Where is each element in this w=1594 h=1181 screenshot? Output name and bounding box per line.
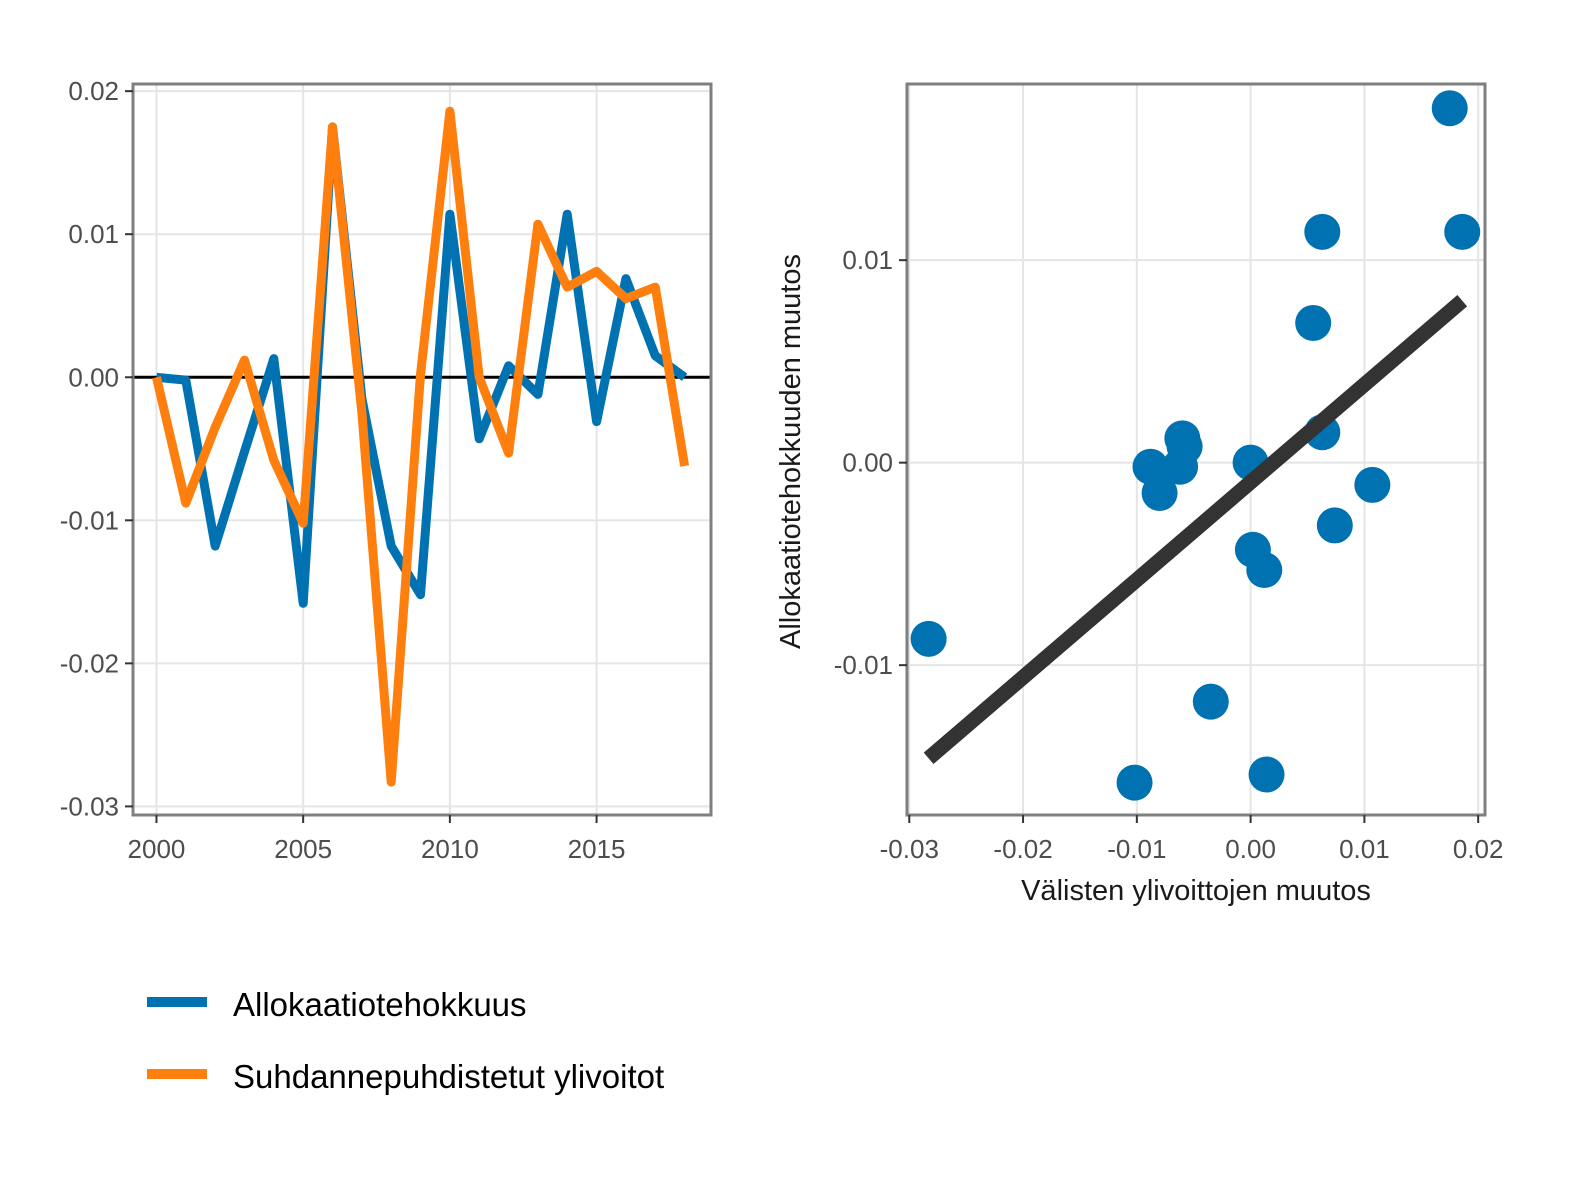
scatter-point [1116, 764, 1153, 801]
y-tick-label: -0.02 [60, 648, 119, 678]
legend-item-suhdannepuhdistetut-ylivoitot: Suhdannepuhdistetut ylivoitot [147, 1058, 664, 1095]
time-series-y-axis: -0.03 -0.02 -0.01 0.00 0.01 0.02 [60, 76, 133, 821]
scatter-x-axis-title: Välisten ylivoittojen muutos [1021, 875, 1371, 907]
y-tick-label: 0.00 [842, 448, 893, 478]
scatter-point [1316, 507, 1353, 544]
scatter-point [1431, 90, 1468, 127]
x-tick-label: 2015 [568, 834, 626, 864]
y-tick-label: 0.01 [842, 245, 893, 275]
y-tick-label: 0.02 [68, 76, 119, 106]
x-tick-label: -0.02 [993, 834, 1052, 864]
x-tick-label: 2005 [274, 834, 332, 864]
legend-label-allokaatiotehokkuus: Allokaatiotehokkuus [233, 986, 527, 1023]
scatter-y-axis-title: Allokaatiotehokkuuden muutos [775, 254, 807, 649]
x-tick-label: 0.00 [1225, 834, 1276, 864]
scatter-point [1141, 475, 1178, 512]
scatter-panel: -0.03 -0.02 -0.01 0.00 0.01 0.02 -0.01 0.00 0.0… [775, 82, 1504, 907]
x-tick-label: 0.02 [1453, 834, 1504, 864]
x-tick-label: -0.03 [880, 834, 939, 864]
y-tick-label: -0.01 [834, 650, 893, 680]
legend-item-allokaatiotehokkuus: Allokaatiotehokkuus [147, 986, 527, 1023]
series-line-suhdannepuhdistetut-ylivoitot [152, 106, 690, 787]
legend: Allokaatiotehokkuus Suhdannepuhdistetut … [147, 986, 664, 1095]
scatter-point [910, 620, 947, 657]
scatter-point [1166, 428, 1203, 465]
y-tick-label: 0.01 [68, 219, 119, 249]
legend-label-suhdannepuhdistetut-ylivoitot: Suhdannepuhdistetut ylivoitot [233, 1058, 664, 1095]
scatter-x-axis: -0.03 -0.02 -0.01 0.00 0.01 0.02 [880, 815, 1504, 864]
x-tick-label: -0.01 [1107, 834, 1166, 864]
y-tick-label: -0.03 [60, 791, 119, 821]
scatter-point [1295, 304, 1332, 341]
y-tick-label: -0.01 [60, 505, 119, 535]
x-tick-label: 2010 [421, 834, 479, 864]
scatter-y-axis: -0.01 0.00 0.01 [834, 245, 907, 680]
y-tick-label: 0.00 [68, 362, 119, 392]
scatter-point [1248, 756, 1285, 793]
scatter-point [1304, 213, 1341, 250]
time-series-panel-border [131, 82, 713, 817]
scatter-point [1246, 551, 1283, 588]
series-line-allokaatiotehokkuus [156, 122, 688, 608]
time-series-x-axis: 2000 2005 2010 2015 [128, 815, 626, 864]
time-series-panel: 2000 2005 2010 2015 -0.03 -0.02 -0.01 0.00 0.01… [60, 76, 713, 864]
scatter-point [1354, 466, 1391, 503]
time-series-lines [152, 106, 690, 787]
regression-line [923, 294, 1468, 764]
x-tick-label: 2000 [128, 834, 186, 864]
scatter-point [1444, 213, 1481, 250]
scatter-panel-border [905, 82, 1487, 817]
scatter-points [910, 90, 1481, 801]
x-tick-label: 0.01 [1339, 834, 1390, 864]
scatter-point [1192, 683, 1229, 720]
